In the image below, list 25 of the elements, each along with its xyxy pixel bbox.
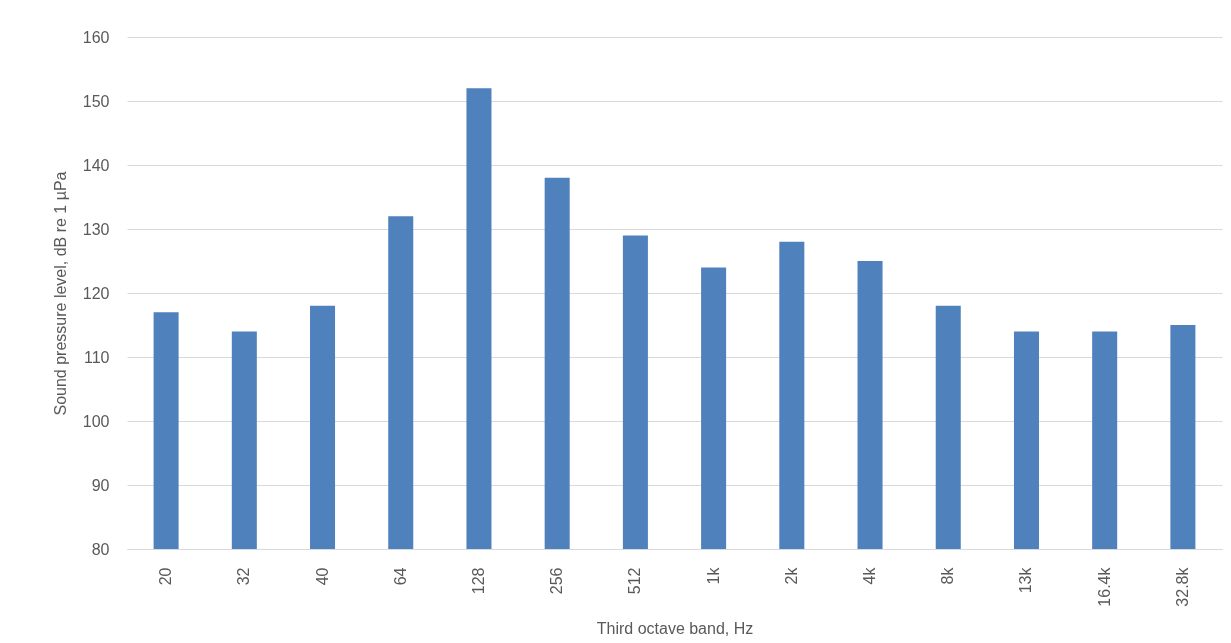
y-tick-label: 140 <box>82 156 110 174</box>
y-tick-label: 130 <box>82 220 110 238</box>
x-tick-label: 4k <box>861 566 879 585</box>
x-tick-label: 40 <box>313 567 331 586</box>
x-axis-title: Third octave band, Hz <box>596 619 754 637</box>
y-tick-label: 160 <box>82 28 110 46</box>
x-tick-label: 256 <box>548 567 566 595</box>
x-tick-label: 20 <box>157 567 175 586</box>
x-tick-label: 32 <box>235 567 253 586</box>
x-tick-label: 1k <box>704 566 722 585</box>
x-tick-label: 32.8k <box>1173 566 1191 607</box>
y-tick-label: 90 <box>91 476 110 494</box>
y-axis-title: Sound pressure level, dB re 1 µPa <box>51 171 69 416</box>
y-tick-label: 150 <box>82 92 110 110</box>
x-tick-label: 512 <box>626 567 644 595</box>
x-tick-label: 8k <box>939 566 957 585</box>
y-tick-label: 100 <box>82 412 110 430</box>
x-tick-label: 13k <box>1017 566 1035 594</box>
y-tick-label: 80 <box>91 540 110 558</box>
x-tick-label: 64 <box>391 567 409 586</box>
y-tick-label: 120 <box>82 284 110 302</box>
y-tick-label: 110 <box>83 348 110 366</box>
x-tick-label: 128 <box>469 567 487 595</box>
x-tick-label: 16.4k <box>1095 566 1113 607</box>
x-tick-label: 2k <box>782 566 800 585</box>
